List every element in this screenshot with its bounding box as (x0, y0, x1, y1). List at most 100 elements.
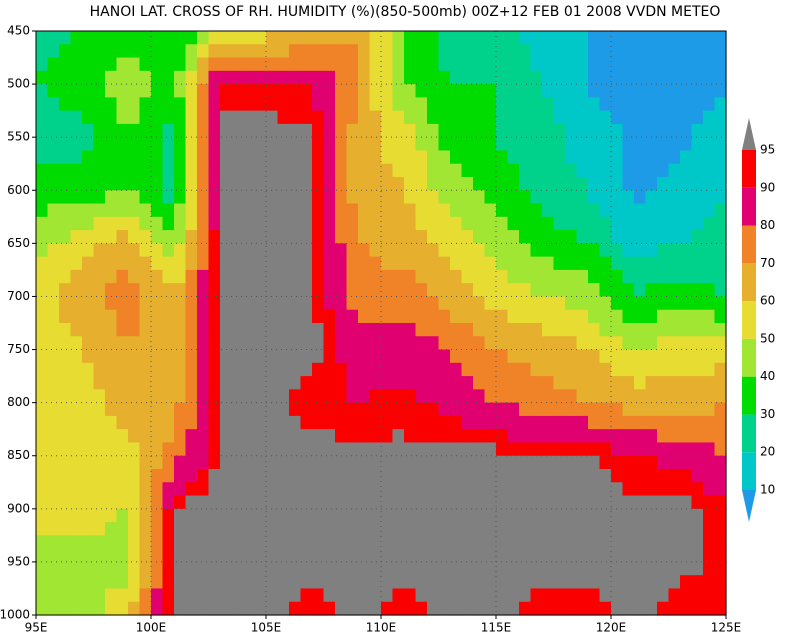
contour-cell (312, 362, 325, 377)
contour-cell (588, 31, 601, 45)
contour-cell (381, 415, 394, 430)
contour-cell (645, 362, 658, 377)
contour-cell (231, 535, 244, 550)
contour-cell (576, 256, 589, 271)
contour-cell (220, 123, 233, 138)
contour-cell (243, 163, 256, 178)
contour-cell (634, 362, 647, 377)
contour-cell (70, 482, 83, 497)
contour-cell (645, 97, 658, 112)
contour-cell (680, 44, 693, 59)
contour-cell (369, 256, 382, 271)
contour-cell (645, 349, 658, 364)
contour-cell (277, 309, 290, 324)
contour-cell (519, 57, 532, 72)
contour-cell (404, 150, 417, 165)
contour-cell (82, 469, 95, 483)
contour-cell (427, 137, 440, 152)
contour-cell (82, 455, 95, 470)
contour-cell (553, 389, 566, 404)
contour-cell (415, 256, 428, 271)
contour-cell (680, 469, 693, 483)
contour-cell (611, 57, 624, 72)
contour-cell (139, 110, 152, 125)
contour-cell (542, 323, 555, 337)
contour-cell (714, 269, 727, 284)
contour-cell (36, 455, 49, 470)
contour-cell (714, 362, 727, 377)
contour-cell (576, 442, 589, 457)
contour-cell (174, 123, 187, 138)
contour-cell (484, 269, 497, 284)
contour-cell (668, 561, 681, 576)
contour-cell (300, 190, 313, 205)
contour-cell (565, 190, 578, 205)
contour-cell (139, 296, 152, 311)
contour-cell (438, 508, 451, 523)
contour-cell (70, 203, 83, 218)
contour-cell (105, 216, 118, 231)
contour-cell (484, 455, 497, 470)
contour-cell (151, 561, 164, 576)
contour-cell (335, 508, 348, 523)
contour-cell (588, 561, 601, 576)
contour-cell (542, 177, 555, 191)
contour-cell (680, 269, 693, 284)
contour-cell (289, 31, 302, 45)
contour-cell (530, 349, 543, 364)
contour-cell (105, 137, 118, 152)
contour-cell (300, 84, 313, 98)
contour-cell (185, 256, 198, 271)
contour-cell (657, 548, 670, 563)
contour-cell (461, 137, 474, 152)
contour-cell (162, 323, 175, 337)
contour-cell (565, 31, 578, 45)
contour-cell (691, 336, 704, 351)
contour-cell (484, 44, 497, 59)
contour-cell (93, 389, 106, 404)
contour-cell (576, 482, 589, 497)
contour-cell (496, 296, 509, 311)
contour-cell (185, 243, 198, 258)
contour-cell (657, 70, 670, 85)
contour-cell (105, 588, 118, 603)
contour-cell (128, 601, 141, 616)
contour-cell (346, 508, 359, 523)
contour-cell (346, 309, 359, 324)
contour-cell (70, 256, 83, 271)
contour-cell (300, 283, 313, 298)
contour-cell (576, 402, 589, 417)
contour-cell (139, 150, 152, 165)
contour-cell (220, 97, 233, 112)
contour-cell (323, 283, 336, 298)
contour-cell (657, 442, 670, 457)
contour-cell (208, 163, 221, 178)
contour-cell (277, 243, 290, 258)
contour-cell (381, 243, 394, 258)
contour-cell (553, 243, 566, 258)
contour-cell (346, 256, 359, 271)
contour-cell (70, 323, 83, 337)
contour-cell (599, 455, 612, 470)
contour-cell (162, 508, 175, 523)
contour-cell (496, 216, 509, 231)
contour-cell (634, 97, 647, 112)
contour-cell (553, 70, 566, 85)
contour-cell (599, 269, 612, 284)
contour-cell (70, 389, 83, 404)
contour-cell (277, 588, 290, 603)
contour-cell (220, 336, 233, 351)
contour-cell (254, 256, 267, 271)
contour-cell (243, 57, 256, 72)
contour-cell (588, 269, 601, 284)
contour-cell (36, 243, 49, 258)
contour-cell (691, 177, 704, 191)
contour-cell (714, 336, 727, 351)
contour-cell (645, 455, 658, 470)
contour-cell (691, 548, 704, 563)
contour-cell (392, 362, 405, 377)
contour-cell (139, 57, 152, 72)
contour-cell (553, 575, 566, 590)
contour-cell (588, 575, 601, 590)
contour-cell (714, 389, 727, 404)
